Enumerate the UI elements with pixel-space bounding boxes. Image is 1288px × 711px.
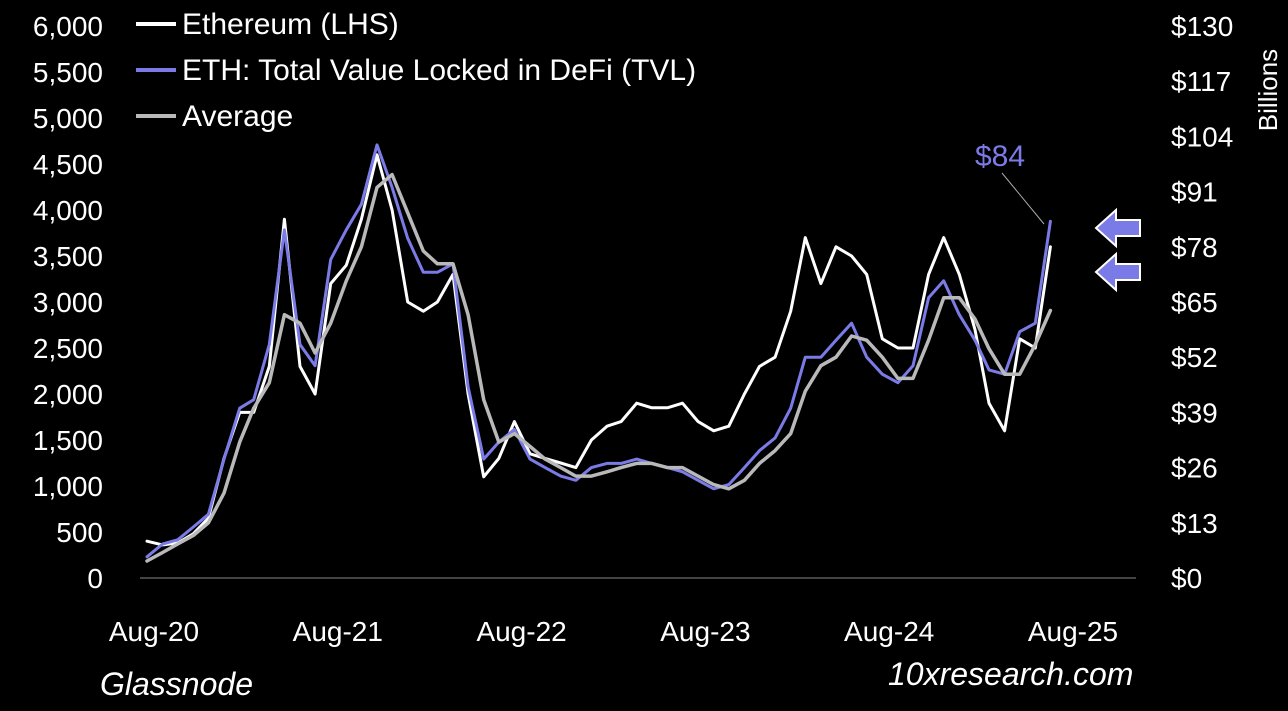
right-axis-ticks: $0 $13 $26 $39 $52 $65 $78 $91 $104 $117 $130 — [1171, 11, 1233, 594]
left-tick-label: 3,500 — [33, 241, 103, 272]
right-tick-label: $52 — [1171, 342, 1218, 373]
series-line-average — [145, 172, 1053, 563]
left-tick-label: 1,500 — [33, 425, 103, 456]
left-tick-label: 0 — [87, 563, 103, 594]
series-layer — [145, 143, 1053, 563]
website-credit: 10xresearch.com — [888, 656, 1134, 692]
right-tick-label: $117 — [1171, 66, 1231, 97]
series-line-ethereum-lhs — [145, 153, 1052, 547]
left-arrow-icon — [1094, 251, 1141, 293]
left-tick-label: 5,000 — [33, 103, 103, 134]
x-tick-label: Aug-24 — [844, 616, 934, 647]
right-tick-label: $39 — [1171, 397, 1218, 428]
legend-label: ETH: Total Value Locked in DeFi (TVL) — [182, 54, 696, 87]
series-line-eth-total-value-locked-in-defi-tvl — [145, 143, 1052, 559]
x-tick-label: Aug-22 — [476, 616, 566, 647]
right-tick-label: $13 — [1171, 508, 1218, 539]
left-tick-label: 1,000 — [33, 471, 103, 502]
left-tick-label: 500 — [56, 517, 103, 548]
right-axis-label: Billions — [1253, 49, 1283, 131]
right-tick-label: $78 — [1171, 232, 1218, 263]
left-tick-label: 4,000 — [33, 195, 103, 226]
legend-label: Average — [182, 100, 293, 133]
right-tick-label: $104 — [1171, 121, 1233, 152]
left-tick-label: 6,000 — [33, 11, 103, 42]
x-tick-label: Aug-23 — [660, 616, 750, 647]
x-tick-label: Aug-20 — [109, 616, 199, 647]
x-tick-label: Aug-25 — [1028, 616, 1118, 647]
source-credit: Glassnode — [100, 666, 253, 702]
legend-label: Ethereum (LHS) — [182, 8, 399, 41]
right-tick-label: $0 — [1171, 563, 1202, 594]
callout-tvl-value: $84 — [975, 140, 1025, 173]
right-tick-label: $130 — [1171, 11, 1233, 42]
left-tick-label: 2,000 — [33, 379, 103, 410]
left-tick-label: 5,500 — [33, 57, 103, 88]
left-tick-label: 2,500 — [33, 333, 103, 364]
right-tick-label: $65 — [1171, 287, 1218, 318]
right-tick-label: $91 — [1171, 177, 1218, 208]
left-tick-label: 4,500 — [33, 149, 103, 180]
right-tick-label: $26 — [1171, 453, 1218, 484]
callout-leader-line — [1001, 172, 1045, 225]
left-arrow-icon — [1094, 207, 1141, 249]
x-tick-label: Aug-21 — [293, 616, 383, 647]
x-axis-ticks: Aug-20 Aug-21 Aug-22 Aug-23 Aug-24 Aug-25 — [109, 616, 1118, 647]
left-tick-label: 3,000 — [33, 287, 103, 318]
left-axis-ticks: 0 500 1,000 1,500 2,000 2,500 3,000 3,500 4,000 4… — [33, 11, 103, 594]
legend: Ethereum (LHS) ETH: Total Value Locked in… — [136, 8, 696, 133]
